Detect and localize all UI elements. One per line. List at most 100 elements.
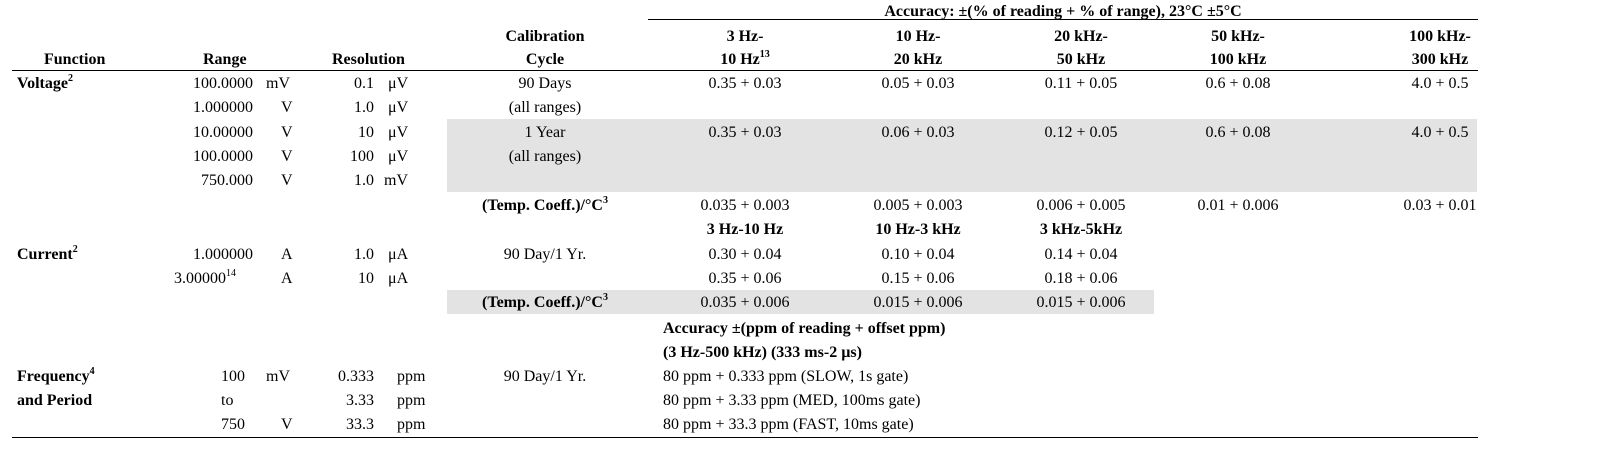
- current-resolution-value: 10: [358, 270, 374, 287]
- voltage-range-unit: V: [281, 172, 293, 189]
- freq-header-1-line2: 10 Hz13: [720, 49, 770, 69]
- frequency-label: Frequency4: [17, 366, 95, 386]
- frequency-accuracy: 80 ppm + 3.33 ppm (MED, 100ms gate): [663, 392, 921, 409]
- header-bottom-rule: [12, 70, 1478, 71]
- current-acc-row1: 0.10 + 0.04: [881, 246, 955, 263]
- voltage-resolution-unit: μV: [388, 148, 409, 165]
- current-resolution-unit: μA: [388, 270, 409, 287]
- voltage-resolution-unit: μV: [388, 99, 409, 116]
- current-range-value: 3.0000014: [174, 268, 236, 288]
- frequency-accuracy: 80 ppm + 33.3 ppm (FAST, 10ms gate): [663, 416, 914, 433]
- frequency-cycle: 90 Day/1 Yr.: [503, 368, 587, 385]
- voltage-tc-label: (Temp. Coeff.)/°C3: [482, 195, 608, 215]
- freq-header-3-line2: 50 kHz: [1056, 51, 1106, 68]
- voltage-acc1yr: 0.06 + 0.03: [881, 124, 955, 141]
- current-resolution-value: 1.0: [354, 246, 374, 263]
- voltage-tc: 0.03 + 0.01: [1403, 197, 1477, 214]
- period-label: and Period: [17, 392, 93, 409]
- frequency-range-value: 750: [221, 416, 245, 433]
- accuracy-header-rule: [648, 19, 1478, 20]
- frequency-accuracy-header-2: (3 Hz-500 kHz) (333 ms-2 µs): [663, 344, 862, 361]
- current-freq-header: 10 Hz-3 kHz: [875, 221, 961, 238]
- voltage-cycle-1yr-sub: (all ranges): [508, 148, 582, 165]
- freq-header-1-line1: 3 Hz-: [726, 28, 764, 45]
- voltage-resolution-value: 1.0: [354, 172, 374, 189]
- freq-header-4-line2: 100 kHz: [1209, 51, 1267, 68]
- frequency-range-value: to: [221, 392, 234, 409]
- voltage-acc90: 0.11 + 0.05: [1044, 75, 1118, 92]
- frequency-resolution-value: 0.333: [338, 368, 374, 385]
- voltage-range-unit: V: [281, 124, 293, 141]
- current-acc-row2: 0.35 + 0.06: [708, 270, 782, 287]
- voltage-cycle-1yr: 1 Year: [524, 124, 566, 141]
- voltage-range-value: 100.0000: [193, 75, 253, 92]
- voltage-acc1yr: 0.12 + 0.05: [1044, 124, 1118, 141]
- frequency-range-unit: V: [281, 416, 293, 433]
- voltage-acc1yr: 0.35 + 0.03: [708, 124, 782, 141]
- range-header: Range: [203, 51, 247, 68]
- voltage-resolution-unit: μV: [388, 124, 409, 141]
- voltage-acc90: 4.0 + 0.5: [1411, 75, 1469, 92]
- current-range-value: 1.000000: [193, 246, 253, 263]
- voltage-range-value: 750.000: [201, 172, 253, 189]
- freq-header-2-line2: 20 kHz: [893, 51, 943, 68]
- function-header: Function: [44, 51, 106, 68]
- frequency-resolution-value: 33.3: [346, 416, 374, 433]
- voltage-range-value: 1.000000: [193, 99, 253, 116]
- voltage-tc: 0.005 + 0.003: [873, 197, 963, 214]
- current-acc-row2: 0.18 + 0.06: [1044, 270, 1118, 287]
- voltage-tc: 0.006 + 0.005: [1036, 197, 1126, 214]
- voltage-resolution-unit: μV: [388, 75, 409, 92]
- voltage-tc: 0.01 + 0.006: [1197, 197, 1279, 214]
- voltage-range-unit: V: [281, 99, 293, 116]
- accuracy-title: Accuracy: ±(% of reading + % of range), …: [884, 3, 1242, 20]
- frequency-resolution-unit: ppm: [397, 368, 426, 385]
- calibration-header-2: Cycle: [525, 51, 565, 68]
- voltage-acc90: 0.6 + 0.08: [1205, 75, 1271, 92]
- frequency-resolution-unit: ppm: [397, 392, 426, 409]
- current-range-unit: A: [281, 270, 293, 287]
- current-acc-row1: 0.14 + 0.04: [1044, 246, 1118, 263]
- voltage-acc90: 0.05 + 0.03: [881, 75, 955, 92]
- frequency-range-value: 100: [221, 368, 245, 385]
- voltage-range-unit: mV: [266, 75, 290, 92]
- frequency-resolution-value: 3.33: [346, 392, 374, 409]
- current-freq-header: 3 kHz-5kHz: [1039, 221, 1123, 238]
- voltage-resolution-value: 0.1: [354, 75, 374, 92]
- voltage-resolution-unit: mV: [384, 172, 408, 189]
- resolution-header: Resolution: [332, 51, 405, 68]
- current-freq-header: 3 Hz-10 Hz: [706, 221, 784, 238]
- current-acc-row2: 0.15 + 0.06: [881, 270, 955, 287]
- freq-header-5-line1: 100 kHz-: [1409, 28, 1471, 45]
- current-range-unit: A: [281, 246, 293, 263]
- frequency-range-unit: mV: [266, 368, 290, 385]
- voltage-range-value: 100.0000: [193, 148, 253, 165]
- current-tc-shade: [447, 290, 1154, 314]
- current-resolution-unit: μA: [388, 246, 409, 263]
- current-tc: 0.015 + 0.006: [1036, 294, 1126, 311]
- table-bottom-rule: [12, 437, 1478, 438]
- calibration-header-1: Calibration: [505, 28, 585, 45]
- voltage-range-unit: V: [281, 148, 293, 165]
- freq-header-4-line1: 50 kHz-: [1211, 28, 1265, 45]
- current-tc: 0.015 + 0.006: [873, 294, 963, 311]
- voltage-resolution-value: 1.0: [354, 99, 374, 116]
- voltage-resolution-value: 100: [350, 148, 374, 165]
- current-acc-row1: 0.30 + 0.04: [708, 246, 782, 263]
- voltage-cycle-90: 90 Days: [518, 75, 572, 92]
- voltage-range-value: 10.00000: [193, 124, 253, 141]
- current-tc-label: (Temp. Coeff.)/°C3: [482, 292, 608, 312]
- voltage-acc1yr: 4.0 + 0.5: [1411, 124, 1469, 141]
- voltage-acc90: 0.35 + 0.03: [708, 75, 782, 92]
- freq-header-5-line2: 300 kHz: [1411, 51, 1469, 68]
- freq-header-3-line1: 20 kHz-: [1054, 28, 1108, 45]
- frequency-accuracy: 80 ppm + 0.333 ppm (SLOW, 1s gate): [663, 368, 909, 385]
- voltage-cycle-90-sub: (all ranges): [508, 99, 582, 116]
- freq-header-2-line1: 10 Hz-: [895, 28, 941, 45]
- frequency-accuracy-header-1: Accuracy ±(ppm of reading + offset ppm): [663, 320, 946, 337]
- voltage-tc: 0.035 + 0.003: [700, 197, 790, 214]
- voltage-resolution-value: 10: [358, 124, 374, 141]
- voltage-label: Voltage2: [17, 73, 73, 93]
- current-label: Current2: [17, 244, 78, 264]
- voltage-acc1yr: 0.6 + 0.08: [1205, 124, 1271, 141]
